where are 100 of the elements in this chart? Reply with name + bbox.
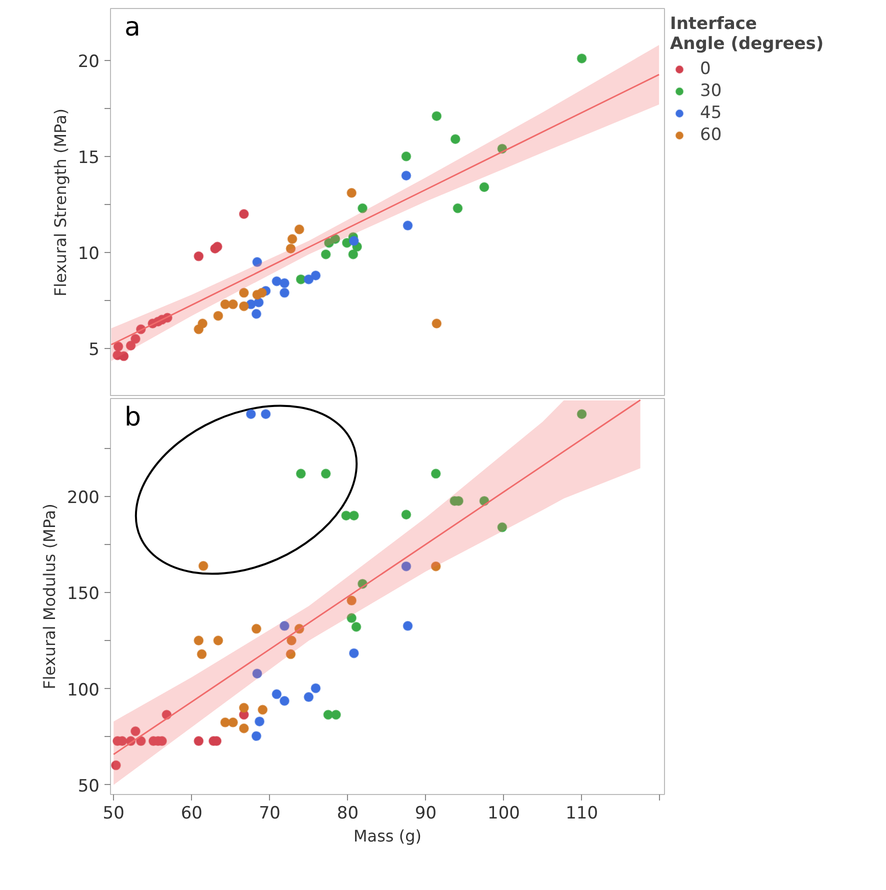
point: [260, 409, 271, 420]
point: [258, 704, 268, 715]
y-tick-label: 200: [67, 488, 100, 508]
legend-label: 60: [700, 125, 722, 145]
point: [320, 249, 331, 260]
x-tick-label: 80: [336, 804, 359, 824]
point: [251, 731, 262, 742]
x-tick-label: 70: [258, 804, 280, 824]
point: [286, 636, 297, 646]
legend-label: 0: [700, 59, 712, 79]
point: [113, 342, 124, 352]
annotation: a: [124, 12, 140, 42]
y-axis-title: Flexural Modulus (MPa): [40, 504, 60, 690]
point: [330, 234, 340, 244]
point: [497, 522, 508, 532]
point: [346, 613, 357, 624]
point: [430, 468, 441, 479]
point: [432, 318, 442, 328]
point: [238, 301, 249, 312]
point: [130, 334, 140, 344]
point: [286, 244, 296, 254]
point: [228, 717, 238, 728]
point: [238, 209, 249, 220]
legend-label: 45: [700, 103, 722, 123]
point: [331, 710, 341, 720]
point: [118, 351, 129, 362]
point: [310, 270, 321, 280]
x-tick-label: 90: [414, 804, 437, 824]
point: [358, 203, 368, 214]
point: [213, 310, 224, 321]
point: [238, 702, 249, 713]
point: [430, 561, 441, 572]
point: [576, 409, 587, 420]
legend-label: 30: [700, 81, 722, 101]
y-tick-label: 20: [78, 52, 100, 72]
point: [194, 636, 204, 646]
y-tick-label: 150: [67, 584, 100, 604]
legend-title: Interface Angle (degrees): [670, 14, 824, 54]
point: [251, 308, 262, 319]
x-tick-label: 100: [488, 804, 520, 824]
point: [213, 636, 224, 646]
point: [304, 692, 314, 702]
point: [256, 288, 267, 298]
point: [346, 596, 357, 606]
point: [246, 409, 256, 420]
point: [272, 689, 282, 700]
point: [252, 668, 262, 679]
annotation: b: [124, 402, 142, 432]
point: [110, 760, 121, 770]
x-tick-label: 60: [180, 804, 202, 824]
y-tick-label: 100: [67, 680, 100, 700]
y-tick-label: 10: [78, 244, 100, 264]
point: [254, 716, 265, 726]
point: [452, 203, 463, 214]
point: [251, 624, 262, 634]
point: [351, 622, 362, 632]
point: [576, 53, 587, 64]
y-tick-label: 5: [88, 340, 100, 360]
point: [238, 723, 249, 734]
point: [348, 236, 359, 246]
point: [320, 468, 331, 479]
point: [401, 510, 412, 520]
point: [296, 468, 306, 479]
point: [287, 234, 298, 244]
x-tick-label: 50: [102, 804, 124, 824]
point: [402, 620, 413, 631]
point: [348, 249, 358, 260]
point: [198, 560, 208, 571]
point: [401, 561, 412, 572]
point: [348, 648, 359, 658]
point: [280, 288, 290, 298]
point: [286, 649, 296, 660]
point: [402, 220, 413, 231]
point: [450, 134, 460, 144]
point: [304, 274, 314, 284]
point: [126, 340, 136, 351]
point: [136, 736, 146, 746]
y-tick-label: 50: [78, 776, 100, 796]
point: [310, 683, 321, 694]
point: [228, 299, 238, 310]
point: [280, 620, 290, 631]
point: [196, 649, 207, 660]
point: [280, 278, 290, 288]
point: [130, 726, 140, 736]
x-tick-label: 110: [566, 804, 598, 824]
point: [194, 736, 204, 746]
point: [194, 251, 204, 262]
point: [401, 151, 412, 162]
point: [294, 224, 304, 234]
y-axis-title: Flexural Strength (MPa): [50, 108, 70, 297]
point: [238, 288, 249, 298]
y-tick-label: 15: [78, 148, 100, 168]
point: [252, 257, 262, 268]
x-axis-title: Mass (g): [353, 826, 422, 846]
point: [198, 318, 208, 328]
point: [348, 510, 359, 521]
point: [432, 111, 442, 122]
point: [479, 182, 490, 192]
point: [280, 696, 290, 706]
point: [346, 188, 357, 198]
